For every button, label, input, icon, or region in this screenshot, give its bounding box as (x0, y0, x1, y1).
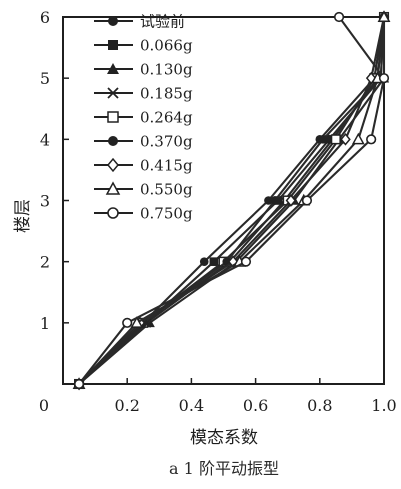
legend-marker (107, 87, 119, 99)
legend-entry: 0.264g (94, 109, 193, 127)
legend-marker (108, 40, 118, 50)
legend-label: 0.550g (140, 181, 193, 199)
x-tick-label: 1.0 (371, 396, 396, 415)
legend-label: 0.066g (140, 37, 193, 55)
y-tick-label: 5 (40, 69, 50, 88)
series-line (78, 16, 386, 385)
legend-marker (107, 63, 119, 74)
legend-entry: 0.185g (94, 85, 193, 103)
legend-entry: 0.066g (94, 37, 193, 55)
y-axis-title: 楼层 (13, 199, 33, 233)
y-tick-label: 6 (40, 8, 50, 27)
data-point (270, 196, 280, 205)
series-line (78, 17, 386, 385)
data-point (285, 194, 297, 207)
data-point (199, 257, 209, 266)
legend-marker (107, 157, 119, 173)
x-tick-label: 0.8 (307, 396, 332, 415)
series-line (78, 16, 386, 385)
legend: 试验前 0.066g 0.130g 0.185g 0.264g 0.370g 0.415g 0… (94, 13, 193, 223)
series-line (78, 16, 386, 385)
plot-axes (62, 16, 385, 385)
data-point (378, 73, 390, 84)
series-line (78, 16, 386, 385)
y-tick-label: 1 (40, 314, 50, 333)
legend-label: 0.370g (140, 133, 193, 151)
data-point (130, 316, 144, 328)
tick-labels: 0 0.2 0.4 0.6 0.8 1.0 1 2 3 4 5 6 (39, 8, 397, 415)
x-tick-label: 0 (39, 396, 49, 415)
x-tick-label: 0.2 (114, 396, 139, 415)
x-tick-label: 0.4 (179, 396, 204, 415)
data-point (377, 10, 391, 23)
data-point (240, 256, 252, 267)
data-point (351, 132, 365, 145)
y-tick-label: 2 (40, 253, 50, 272)
x-tick-label: 0.6 (243, 396, 268, 415)
legend-marker (107, 111, 119, 123)
legend-entry: 0.130g (94, 61, 193, 79)
x-marker-stroke (107, 87, 119, 99)
data-point (340, 133, 351, 146)
legend-label: 试验前 (140, 13, 185, 31)
data-point (209, 257, 219, 266)
legend-marker (105, 181, 121, 195)
series-line (78, 16, 386, 385)
data-point (301, 195, 313, 206)
data-point (73, 378, 85, 390)
legend-entry: 0.370g (94, 133, 193, 151)
figure-caption: a 1 阶平动振型 (169, 459, 279, 478)
legend-entry: 0.415g (94, 157, 193, 175)
legend-entry: 0.750g (94, 205, 193, 223)
data-point (366, 134, 377, 145)
legend-marker (108, 136, 118, 146)
legend-label: 0.185g (140, 85, 193, 103)
legend-entry: 0.550g (94, 181, 193, 199)
series-layer (72, 10, 391, 391)
legend-label: 0.130g (140, 61, 193, 79)
data-point (330, 134, 341, 145)
legend-marker (107, 207, 119, 219)
data-point (318, 135, 328, 144)
series-9 (73, 11, 390, 390)
series-line (78, 16, 386, 385)
legend-label: 0.750g (140, 205, 193, 223)
y-tick-label: 4 (40, 130, 50, 149)
legend-label: 0.415g (140, 157, 193, 175)
x-axis-title: 模态系数 (190, 428, 258, 448)
series-line (78, 16, 386, 385)
data-point (264, 196, 273, 205)
data-point (333, 11, 345, 23)
y-tick-label: 3 (40, 192, 50, 211)
legend-marker (108, 16, 118, 26)
series-line (78, 16, 386, 385)
legend-entry: 试验前 (94, 13, 185, 31)
data-point (325, 135, 334, 144)
data-point (122, 317, 133, 328)
legend-label: 0.264g (140, 109, 193, 127)
